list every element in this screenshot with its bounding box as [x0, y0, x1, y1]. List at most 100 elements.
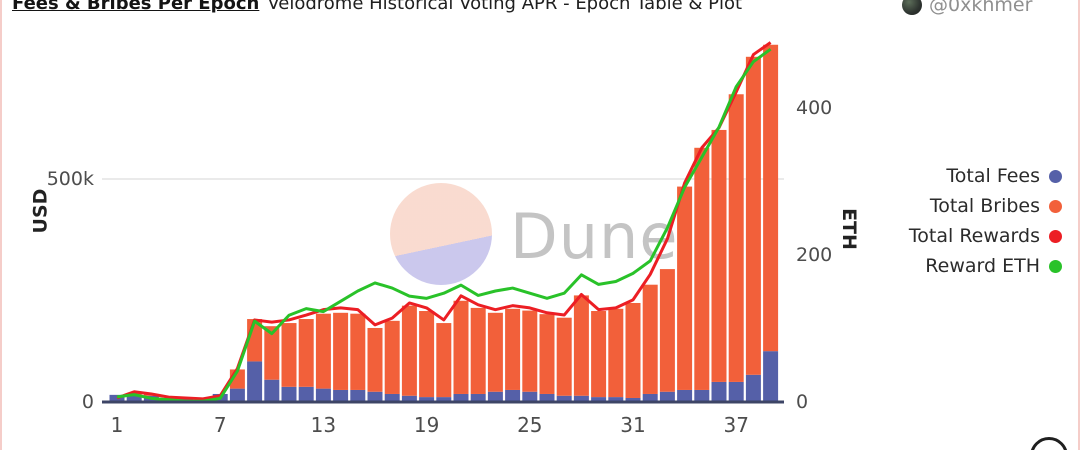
bar-epoch-37[interactable]: [728, 94, 744, 402]
bar-epoch-17[interactable]: [384, 320, 400, 402]
bar-epoch-22[interactable]: [470, 307, 486, 402]
bar-epoch-24[interactable]: [505, 308, 521, 402]
author-handle[interactable]: @0xkhmer: [929, 0, 1033, 16]
bribes-bar-segment[interactable]: [470, 307, 486, 394]
fees-bar-segment[interactable]: [642, 393, 658, 402]
reward-eth-line[interactable]: [116, 47, 772, 403]
fees-bar-segment[interactable]: [745, 374, 761, 402]
bar-epoch-16[interactable]: [367, 327, 383, 402]
bar-epoch-33[interactable]: [659, 269, 675, 402]
fees-bar-segment[interactable]: [419, 397, 435, 402]
bar-epoch-29[interactable]: [591, 311, 607, 402]
bribes-bar-segment[interactable]: [763, 44, 779, 352]
fees-bar-segment[interactable]: [315, 388, 331, 402]
fees-bar-segment[interactable]: [470, 393, 486, 402]
bribes-bar-segment[interactable]: [384, 320, 400, 394]
fees-bar-segment[interactable]: [608, 397, 624, 402]
fees-bar-segment[interactable]: [384, 393, 400, 402]
bar-epoch-38[interactable]: [745, 56, 761, 402]
fees-bar-segment[interactable]: [539, 393, 555, 402]
bar-epoch-32[interactable]: [642, 284, 658, 402]
bribes-bar-segment[interactable]: [677, 186, 693, 390]
bribes-bar-segment[interactable]: [556, 317, 572, 396]
bribes-bar-segment[interactable]: [745, 56, 761, 375]
fees-bar-segment[interactable]: [436, 397, 452, 402]
bribes-bar-segment[interactable]: [505, 308, 521, 390]
bar-epoch-25[interactable]: [522, 310, 538, 402]
fees-bar-segment[interactable]: [763, 351, 779, 402]
bribes-bar-segment[interactable]: [419, 311, 435, 398]
bribes-bar-segment[interactable]: [367, 327, 383, 392]
bribes-bar-segment[interactable]: [264, 326, 280, 380]
bar-epoch-26[interactable]: [539, 314, 555, 402]
bribes-bar-segment[interactable]: [281, 323, 297, 387]
fees-bar-segment[interactable]: [711, 381, 727, 402]
fees-bar-segment[interactable]: [505, 389, 521, 402]
fees-bar-segment[interactable]: [367, 391, 383, 402]
fees-bar-segment[interactable]: [694, 389, 710, 402]
bar-epoch-31[interactable]: [625, 302, 641, 402]
fees-bar-segment[interactable]: [591, 397, 607, 402]
bar-epoch-14[interactable]: [333, 312, 349, 402]
bar-epoch-10[interactable]: [264, 326, 280, 402]
bar-epoch-34[interactable]: [677, 186, 693, 402]
bribes-bar-segment[interactable]: [487, 312, 503, 392]
fees-bar-segment[interactable]: [677, 389, 693, 402]
author-block[interactable]: @0xkhmer: [902, 0, 1032, 16]
bribes-bar-segment[interactable]: [608, 308, 624, 398]
fees-bar-segment[interactable]: [659, 391, 675, 402]
bar-epoch-28[interactable]: [573, 295, 589, 402]
legend-item-reward-eth[interactable]: Reward ETH: [909, 251, 1062, 281]
bar-epoch-1[interactable]: [109, 394, 125, 402]
fees-bar-segment[interactable]: [556, 395, 572, 402]
fees-bar-segment[interactable]: [350, 389, 366, 402]
bribes-bar-segment[interactable]: [350, 313, 366, 390]
fees-bar-segment[interactable]: [298, 386, 314, 402]
fees-bar-segment[interactable]: [281, 386, 297, 402]
bribes-bar-segment[interactable]: [539, 314, 555, 394]
fees-bar-segment[interactable]: [728, 381, 744, 402]
bar-epoch-11[interactable]: [281, 323, 297, 402]
bar-epoch-15[interactable]: [350, 313, 366, 402]
bar-epoch-36[interactable]: [711, 129, 727, 402]
fees-bar-segment[interactable]: [487, 391, 503, 402]
bribes-bar-segment[interactable]: [728, 94, 744, 382]
bar-epoch-23[interactable]: [487, 312, 503, 402]
fees-bar-segment[interactable]: [401, 395, 417, 402]
bribes-bar-segment[interactable]: [333, 312, 349, 390]
bribes-bar-segment[interactable]: [642, 284, 658, 394]
bar-epoch-20[interactable]: [436, 323, 452, 402]
bribes-bar-segment[interactable]: [522, 310, 538, 392]
bribes-bar-segment[interactable]: [694, 147, 710, 390]
legend-item-total-rewards[interactable]: Total Rewards: [909, 221, 1062, 251]
legend-item-total-bribes[interactable]: Total Bribes: [909, 191, 1062, 221]
bar-epoch-30[interactable]: [608, 308, 624, 402]
bribes-bar-segment[interactable]: [659, 269, 675, 392]
legend-item-total-fees[interactable]: Total Fees: [909, 161, 1062, 191]
fees-bar-segment[interactable]: [247, 361, 263, 402]
bar-epoch-27[interactable]: [556, 317, 572, 402]
bribes-bar-segment[interactable]: [711, 129, 727, 382]
fees-bar-segment[interactable]: [625, 397, 641, 402]
fees-bar-segment[interactable]: [333, 389, 349, 402]
fees-bar-segment[interactable]: [109, 394, 125, 402]
bar-epoch-12[interactable]: [298, 319, 314, 402]
bribes-bar-segment[interactable]: [573, 295, 589, 396]
fees-bar-segment[interactable]: [126, 394, 142, 402]
author-avatar-icon[interactable]: [902, 0, 922, 15]
bribes-bar-segment[interactable]: [625, 302, 641, 398]
bribes-bar-segment[interactable]: [453, 300, 469, 394]
bar-epoch-9[interactable]: [247, 319, 263, 402]
bribes-bar-segment[interactable]: [315, 313, 331, 389]
bribes-bar-segment[interactable]: [591, 311, 607, 398]
bribes-bar-segment[interactable]: [298, 319, 314, 387]
bar-epoch-21[interactable]: [453, 300, 469, 402]
fees-bar-segment[interactable]: [522, 391, 538, 402]
fees-bar-segment[interactable]: [453, 393, 469, 402]
bribes-bar-segment[interactable]: [436, 323, 452, 398]
bar-epoch-39[interactable]: [763, 44, 779, 402]
bar-epoch-18[interactable]: [401, 305, 417, 402]
bar-epoch-35[interactable]: [694, 147, 710, 402]
fees-bar-segment[interactable]: [573, 395, 589, 402]
bribes-bar-segment[interactable]: [401, 305, 417, 396]
